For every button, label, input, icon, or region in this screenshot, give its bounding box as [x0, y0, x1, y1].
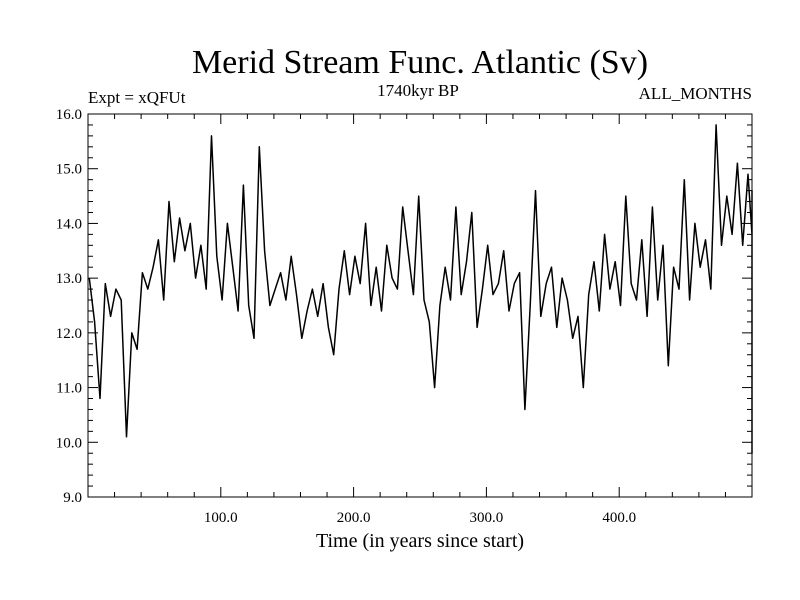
x-tick-label: 100.0 — [204, 510, 238, 526]
y-tick-label: 9.0 — [63, 490, 82, 506]
y-tick-label: 10.0 — [56, 435, 82, 451]
y-tick-label: 12.0 — [56, 326, 82, 342]
x-tick-labels: 100.0 200.0 300.0 400.0 — [204, 510, 636, 526]
axis-ticks — [88, 113, 752, 498]
series-line — [88, 124, 753, 454]
y-tick-label: 11.0 — [56, 381, 82, 397]
experiment-label: Expt = xQFUt — [88, 88, 186, 107]
chart-title: Merid Stream Func. Atlantic (Sv) — [192, 44, 648, 81]
plot-frame — [87, 113, 753, 498]
x-tick-label: 200.0 — [337, 510, 371, 526]
y-tick-label: 13.0 — [56, 271, 82, 287]
period-label: 1740kyr BP — [377, 81, 459, 100]
y-tick-label: 15.0 — [56, 162, 82, 178]
y-tick-label: 16.0 — [56, 107, 82, 123]
x-tick-label: 400.0 — [602, 510, 636, 526]
months-label: ALL_MONTHS — [639, 84, 752, 103]
x-axis-label: Time (in years since start) — [316, 530, 524, 552]
x-tick-label: 300.0 — [470, 510, 504, 526]
y-tick-label: 14.0 — [56, 216, 82, 232]
y-tick-labels: 9.0 10.0 11.0 12.0 13.0 14.0 15.0 16.0 — [56, 107, 82, 506]
